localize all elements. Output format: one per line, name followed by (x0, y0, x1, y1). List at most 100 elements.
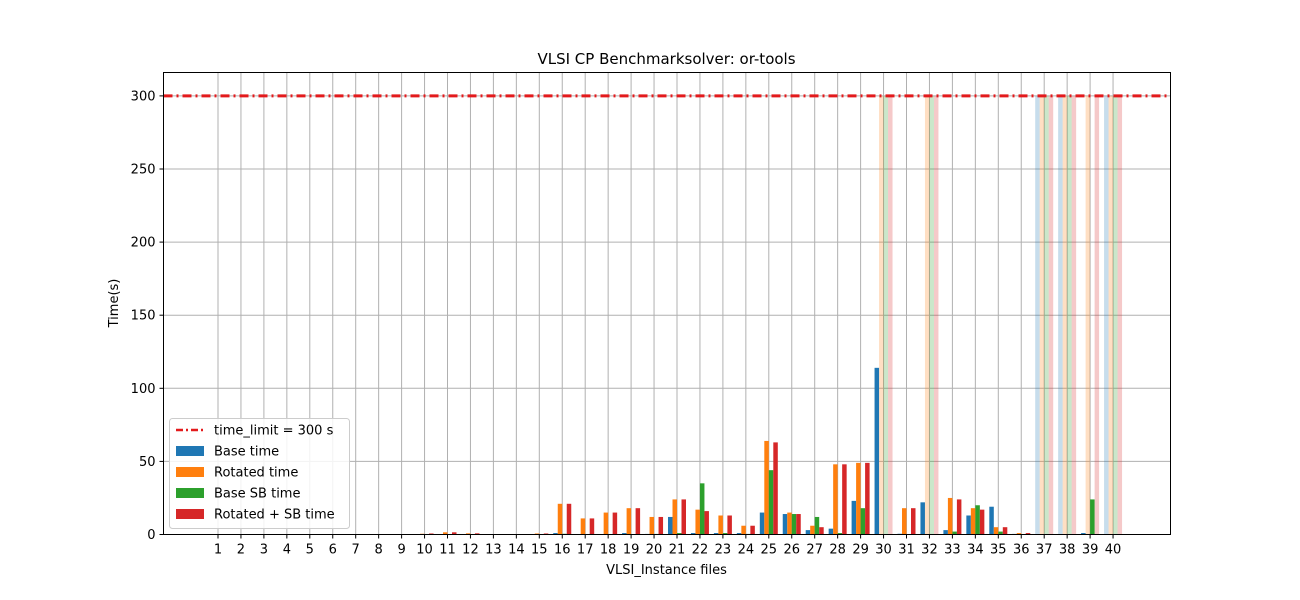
legend-box (169, 418, 350, 529)
bar (1108, 95, 1114, 535)
x-tick-label: 13 (485, 543, 502, 558)
bar (979, 509, 985, 535)
bar (580, 518, 586, 535)
x-tick-label: 22 (692, 543, 709, 558)
bar (787, 512, 792, 535)
x-tick-label: 6 (329, 543, 337, 558)
bar (782, 514, 788, 535)
bar (1016, 533, 1022, 535)
bar (970, 508, 976, 535)
x-tick-label: 27 (806, 543, 823, 558)
x-tick-label: 25 (761, 543, 778, 558)
bar (759, 512, 765, 535)
bar (1048, 95, 1054, 535)
legend-swatch-rotated-sb-time (176, 509, 204, 519)
bar (902, 508, 907, 535)
x-tick-label: 32 (921, 543, 938, 558)
x-tick-label: 5 (306, 543, 314, 558)
bar (810, 525, 815, 535)
bar (1025, 533, 1031, 535)
bar (1062, 95, 1068, 535)
x-tick-label: 23 (715, 543, 732, 558)
legend-label-time-limit: time_limit = 300 s (214, 424, 334, 439)
bar (883, 95, 889, 535)
bar (924, 95, 930, 535)
bar (699, 483, 705, 535)
x-tick-label: 18 (600, 543, 617, 558)
bar (1035, 95, 1040, 535)
bar (1067, 95, 1072, 535)
bar (1071, 95, 1077, 535)
bar (474, 533, 480, 535)
plot-frame (163, 72, 1171, 535)
x-tick-label: 4 (283, 543, 291, 558)
bar (814, 516, 820, 535)
bar (727, 515, 732, 535)
x-tick-label: 16 (554, 543, 571, 558)
chart-title: VLSI CP Benchmarksolver: or-tools (537, 50, 795, 68)
bar (622, 533, 627, 535)
bar (658, 516, 664, 535)
bar (947, 497, 953, 535)
bar (612, 512, 618, 535)
x-axis-ticks: 1 2 3 4 5 6 7 8 9 10 11 12 13 14 15 16 17 18 19 20 21 22 23 24 2… (214, 534, 1122, 558)
bar (874, 367, 880, 535)
bar (993, 527, 999, 535)
x-tick-label: 12 (462, 543, 479, 558)
bar (589, 518, 595, 535)
x-tick-label: 2 (237, 543, 245, 558)
x-tick-label: 26 (783, 543, 800, 558)
bar (989, 506, 994, 535)
y-axis-label: Time(s) (107, 279, 122, 329)
bar (695, 509, 700, 535)
bar (704, 511, 709, 535)
x-tick-label: 36 (1013, 543, 1030, 558)
x-tick-label: 33 (944, 543, 961, 558)
x-tick-label: 29 (852, 543, 869, 558)
y-tick-label: 300 (131, 89, 156, 104)
bar (557, 503, 563, 535)
bar (851, 500, 857, 535)
bar (443, 532, 448, 535)
legend-label-base-time: Base time (214, 445, 279, 460)
bar (1039, 95, 1045, 535)
legend-label-rotated-sb-time: Rotated + SB time (214, 508, 335, 523)
bar (975, 505, 980, 535)
bar (1104, 95, 1109, 535)
legend-swatch-base-time (176, 446, 204, 456)
bar (920, 502, 925, 535)
bar (566, 503, 572, 535)
x-tick-label: 20 (646, 543, 663, 558)
bar (966, 515, 971, 535)
bar (626, 508, 632, 535)
legend-label-base-sb-time: Base SB time (214, 487, 300, 502)
x-tick-label: 17 (577, 543, 594, 558)
bar (465, 533, 471, 535)
bar (543, 533, 549, 535)
x-tick-label: 15 (531, 543, 548, 558)
bar (796, 514, 801, 535)
x-tick-label: 30 (875, 543, 892, 558)
bar (860, 508, 866, 535)
bar (1002, 527, 1008, 535)
x-tick-label: 1 (214, 543, 222, 558)
bar (856, 462, 861, 535)
bar (677, 533, 682, 535)
x-tick-label: 28 (829, 543, 846, 558)
x-tick-label: 35 (990, 543, 1007, 558)
bar (805, 530, 811, 535)
bar (865, 462, 870, 535)
bar (1094, 95, 1100, 535)
legend-label-rotated-time: Rotated time (214, 466, 298, 481)
bar (768, 470, 774, 535)
bar (819, 527, 824, 535)
y-tick-label: 100 (131, 382, 156, 397)
bar (718, 515, 723, 535)
bar (534, 533, 540, 535)
bar (681, 499, 686, 535)
bar (998, 531, 1003, 535)
bar (750, 525, 755, 535)
y-tick-label: 50 (139, 455, 156, 470)
x-tick-label: 40 (1105, 543, 1122, 558)
